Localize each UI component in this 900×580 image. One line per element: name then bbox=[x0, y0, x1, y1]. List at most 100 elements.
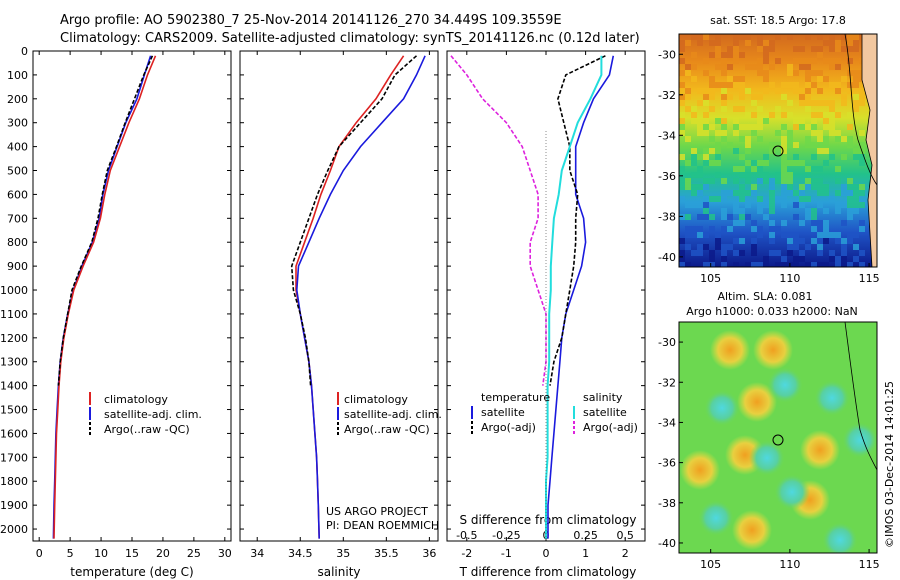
pi-line-1: US ARGO PROJECT bbox=[326, 505, 428, 518]
salinity-x-tick-label: 36 bbox=[422, 547, 436, 560]
sst-pixel bbox=[685, 226, 691, 232]
sst-pixel bbox=[775, 250, 781, 256]
sst-pixel bbox=[859, 100, 865, 106]
sst-pixel bbox=[739, 172, 745, 178]
sst-pixel bbox=[739, 34, 745, 40]
sst-pixel bbox=[799, 202, 805, 208]
sst-pixel bbox=[763, 214, 769, 220]
sst-pixel bbox=[763, 202, 769, 208]
sst-pixel bbox=[775, 88, 781, 94]
sst-pixel bbox=[793, 214, 799, 220]
sst-pixel bbox=[763, 46, 769, 52]
sst-pixel bbox=[703, 70, 709, 76]
temperature-line-climatology bbox=[53, 55, 157, 539]
sst-pixel bbox=[691, 148, 697, 154]
sst-pixel bbox=[751, 250, 757, 256]
sst-pixel bbox=[775, 34, 781, 40]
sst-pixel bbox=[853, 34, 859, 40]
salinity-xlabel: salinity bbox=[317, 565, 360, 579]
sst-pixel bbox=[751, 100, 757, 106]
temperature-legend-satellite: satellite-adj. clim. bbox=[104, 408, 202, 421]
sst-pixel bbox=[847, 142, 853, 148]
sst-pixel bbox=[781, 220, 787, 226]
sst-pixel bbox=[709, 124, 715, 130]
sst-pixel bbox=[811, 238, 817, 244]
sst-pixel bbox=[769, 232, 775, 238]
difference-t-tick-label: 2 bbox=[622, 547, 629, 560]
sst-pixel bbox=[841, 202, 847, 208]
sst-pixel bbox=[751, 244, 757, 250]
sst-pixel bbox=[763, 70, 769, 76]
sst-pixel bbox=[685, 136, 691, 142]
sst-pixel bbox=[685, 262, 691, 267]
sst-pixel bbox=[709, 178, 715, 184]
sst-pixel bbox=[739, 88, 745, 94]
sst-pixel bbox=[847, 136, 853, 142]
temperature-legend-argo: Argo(..raw -QC) bbox=[104, 423, 190, 436]
sst-pixel bbox=[757, 160, 763, 166]
sst-pixel bbox=[721, 58, 727, 64]
sst-pixel bbox=[793, 256, 799, 262]
sst-pixel bbox=[769, 112, 775, 118]
sst-pixel bbox=[805, 166, 811, 172]
sst-pixel bbox=[709, 94, 715, 100]
sst-pixel bbox=[685, 232, 691, 238]
sst-pixel bbox=[691, 34, 697, 40]
sst-pixel bbox=[811, 178, 817, 184]
temperature-x-tick-label: 30 bbox=[218, 547, 232, 560]
sst-pixel bbox=[733, 52, 739, 58]
sst-pixel bbox=[679, 238, 685, 244]
sst-pixel bbox=[781, 190, 787, 196]
sst-pixel bbox=[709, 214, 715, 220]
sst-pixel bbox=[739, 154, 745, 160]
sst-pixel bbox=[817, 46, 823, 52]
sst-pixel bbox=[823, 148, 829, 154]
sst-pixel bbox=[769, 190, 775, 196]
sst-pixel bbox=[685, 70, 691, 76]
sst-pixel bbox=[805, 244, 811, 250]
sst-pixel bbox=[817, 52, 823, 58]
sst-pixel bbox=[721, 94, 727, 100]
sst-pixel bbox=[769, 40, 775, 46]
sst-pixel bbox=[739, 184, 745, 190]
sst-pixel bbox=[745, 262, 751, 267]
depth-tick-label: 2000 bbox=[0, 523, 28, 536]
depth-tick-label: 0 bbox=[21, 45, 28, 58]
sst-pixel bbox=[721, 118, 727, 124]
sst-pixel bbox=[817, 184, 823, 190]
sst-pixel bbox=[787, 112, 793, 118]
map-lat-label: -32 bbox=[658, 89, 676, 102]
sst-pixel bbox=[763, 256, 769, 262]
temperature-legend: climatology satellite-adj. clim. Argo(..… bbox=[89, 392, 202, 436]
sst-pixel bbox=[709, 256, 715, 262]
sst-pixel bbox=[715, 172, 721, 178]
sst-pixel bbox=[805, 214, 811, 220]
sst-pixel bbox=[847, 88, 853, 94]
sst-pixel bbox=[679, 82, 685, 88]
sst-pixel bbox=[715, 118, 721, 124]
depth-tick-label: 200 bbox=[7, 93, 28, 106]
sst-pixel bbox=[859, 160, 865, 166]
sst-pixel bbox=[745, 148, 751, 154]
sst-pixel bbox=[799, 196, 805, 202]
sst-pixel bbox=[757, 178, 763, 184]
sst-pixel bbox=[841, 34, 847, 40]
temperature-line-argo bbox=[57, 55, 154, 386]
sst-pixel bbox=[811, 226, 817, 232]
sst-pixel bbox=[685, 202, 691, 208]
map-lat-label: -38 bbox=[658, 210, 676, 223]
sst-pixel bbox=[859, 154, 865, 160]
sst-pixel bbox=[811, 124, 817, 130]
sst-pixel bbox=[817, 220, 823, 226]
map-lat-label: -40 bbox=[658, 537, 676, 550]
sst-pixel bbox=[757, 208, 763, 214]
sla-low bbox=[842, 422, 877, 458]
sst-pixel bbox=[775, 58, 781, 64]
sst-pixel bbox=[697, 214, 703, 220]
legend-t-satellite: satellite bbox=[481, 406, 525, 419]
salinity-x-tick-label: 34 bbox=[250, 547, 264, 560]
temperature-line-satellite bbox=[52, 55, 152, 539]
sst-pixel bbox=[703, 244, 709, 250]
sst-pixel bbox=[733, 148, 739, 154]
sst-pixel bbox=[781, 136, 787, 142]
